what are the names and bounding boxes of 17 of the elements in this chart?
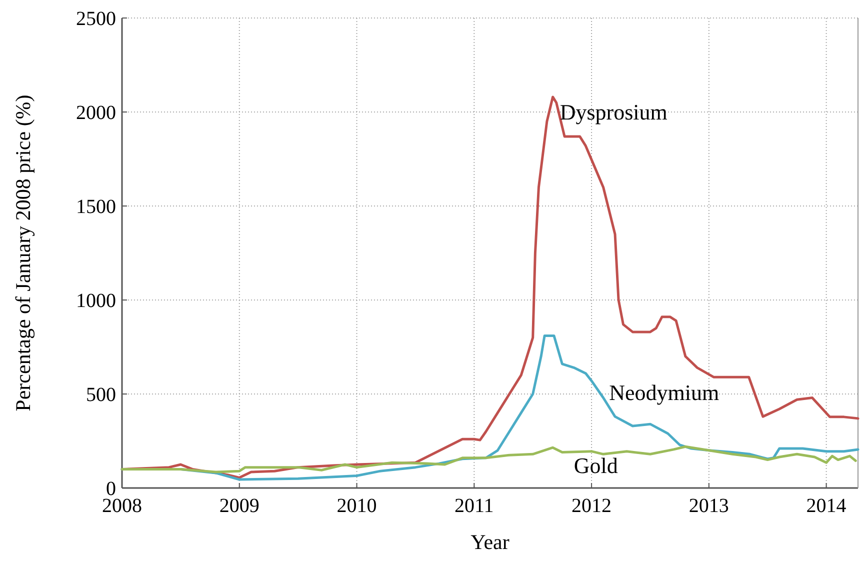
x-tick-label: 2014 — [806, 495, 846, 517]
x-tick-label: 2012 — [572, 495, 612, 517]
y-tick-label: 2000 — [76, 102, 116, 124]
y-tick-label: 500 — [86, 384, 116, 406]
series-label: Neodymium — [609, 380, 720, 405]
y-tick-label: 2500 — [76, 8, 116, 30]
x-tick-label: 2009 — [219, 495, 260, 517]
line-series — [120, 445, 857, 474]
y-tick-label: 1000 — [76, 290, 116, 312]
x-tick-label: 2011 — [454, 495, 494, 517]
x-tick-label: 2013 — [688, 495, 729, 517]
y-tick-label: 1500 — [76, 196, 116, 218]
y-axis-title: Percentage of January 2008 price (%) — [11, 94, 35, 412]
x-axis-title: Year — [470, 530, 510, 554]
series-label: Gold — [574, 453, 618, 478]
x-tick-label: 2010 — [336, 495, 377, 517]
series-label: Dysprosium — [560, 100, 668, 125]
